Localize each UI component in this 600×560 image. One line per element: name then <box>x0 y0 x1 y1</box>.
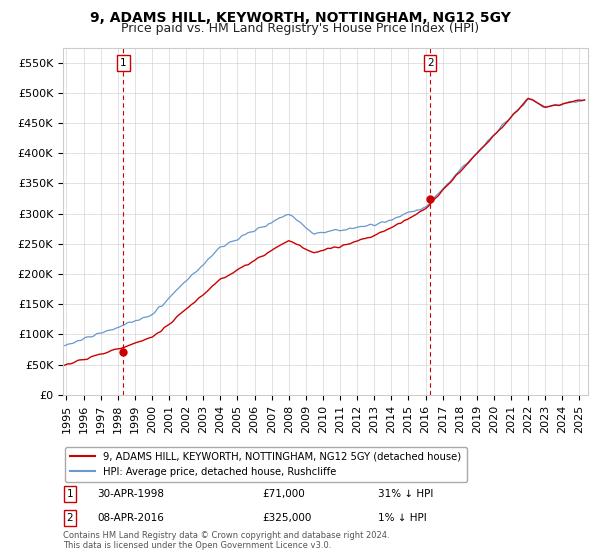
Text: £71,000: £71,000 <box>263 489 305 499</box>
Text: 2: 2 <box>67 513 73 523</box>
Text: 30-APR-1998: 30-APR-1998 <box>97 489 164 499</box>
Text: Price paid vs. HM Land Registry's House Price Index (HPI): Price paid vs. HM Land Registry's House … <box>121 22 479 35</box>
Text: 9, ADAMS HILL, KEYWORTH, NOTTINGHAM, NG12 5GY: 9, ADAMS HILL, KEYWORTH, NOTTINGHAM, NG1… <box>89 11 511 25</box>
Text: 2: 2 <box>427 58 433 68</box>
Text: 1: 1 <box>67 489 73 499</box>
Text: 31% ↓ HPI: 31% ↓ HPI <box>378 489 433 499</box>
Text: 08-APR-2016: 08-APR-2016 <box>97 513 164 523</box>
Text: 1: 1 <box>120 58 127 68</box>
Text: £325,000: £325,000 <box>263 513 312 523</box>
Text: 1% ↓ HPI: 1% ↓ HPI <box>378 513 427 523</box>
Text: Contains HM Land Registry data © Crown copyright and database right 2024.
This d: Contains HM Land Registry data © Crown c… <box>63 530 389 550</box>
Legend: 9, ADAMS HILL, KEYWORTH, NOTTINGHAM, NG12 5GY (detached house), HPI: Average pri: 9, ADAMS HILL, KEYWORTH, NOTTINGHAM, NG1… <box>65 447 467 482</box>
